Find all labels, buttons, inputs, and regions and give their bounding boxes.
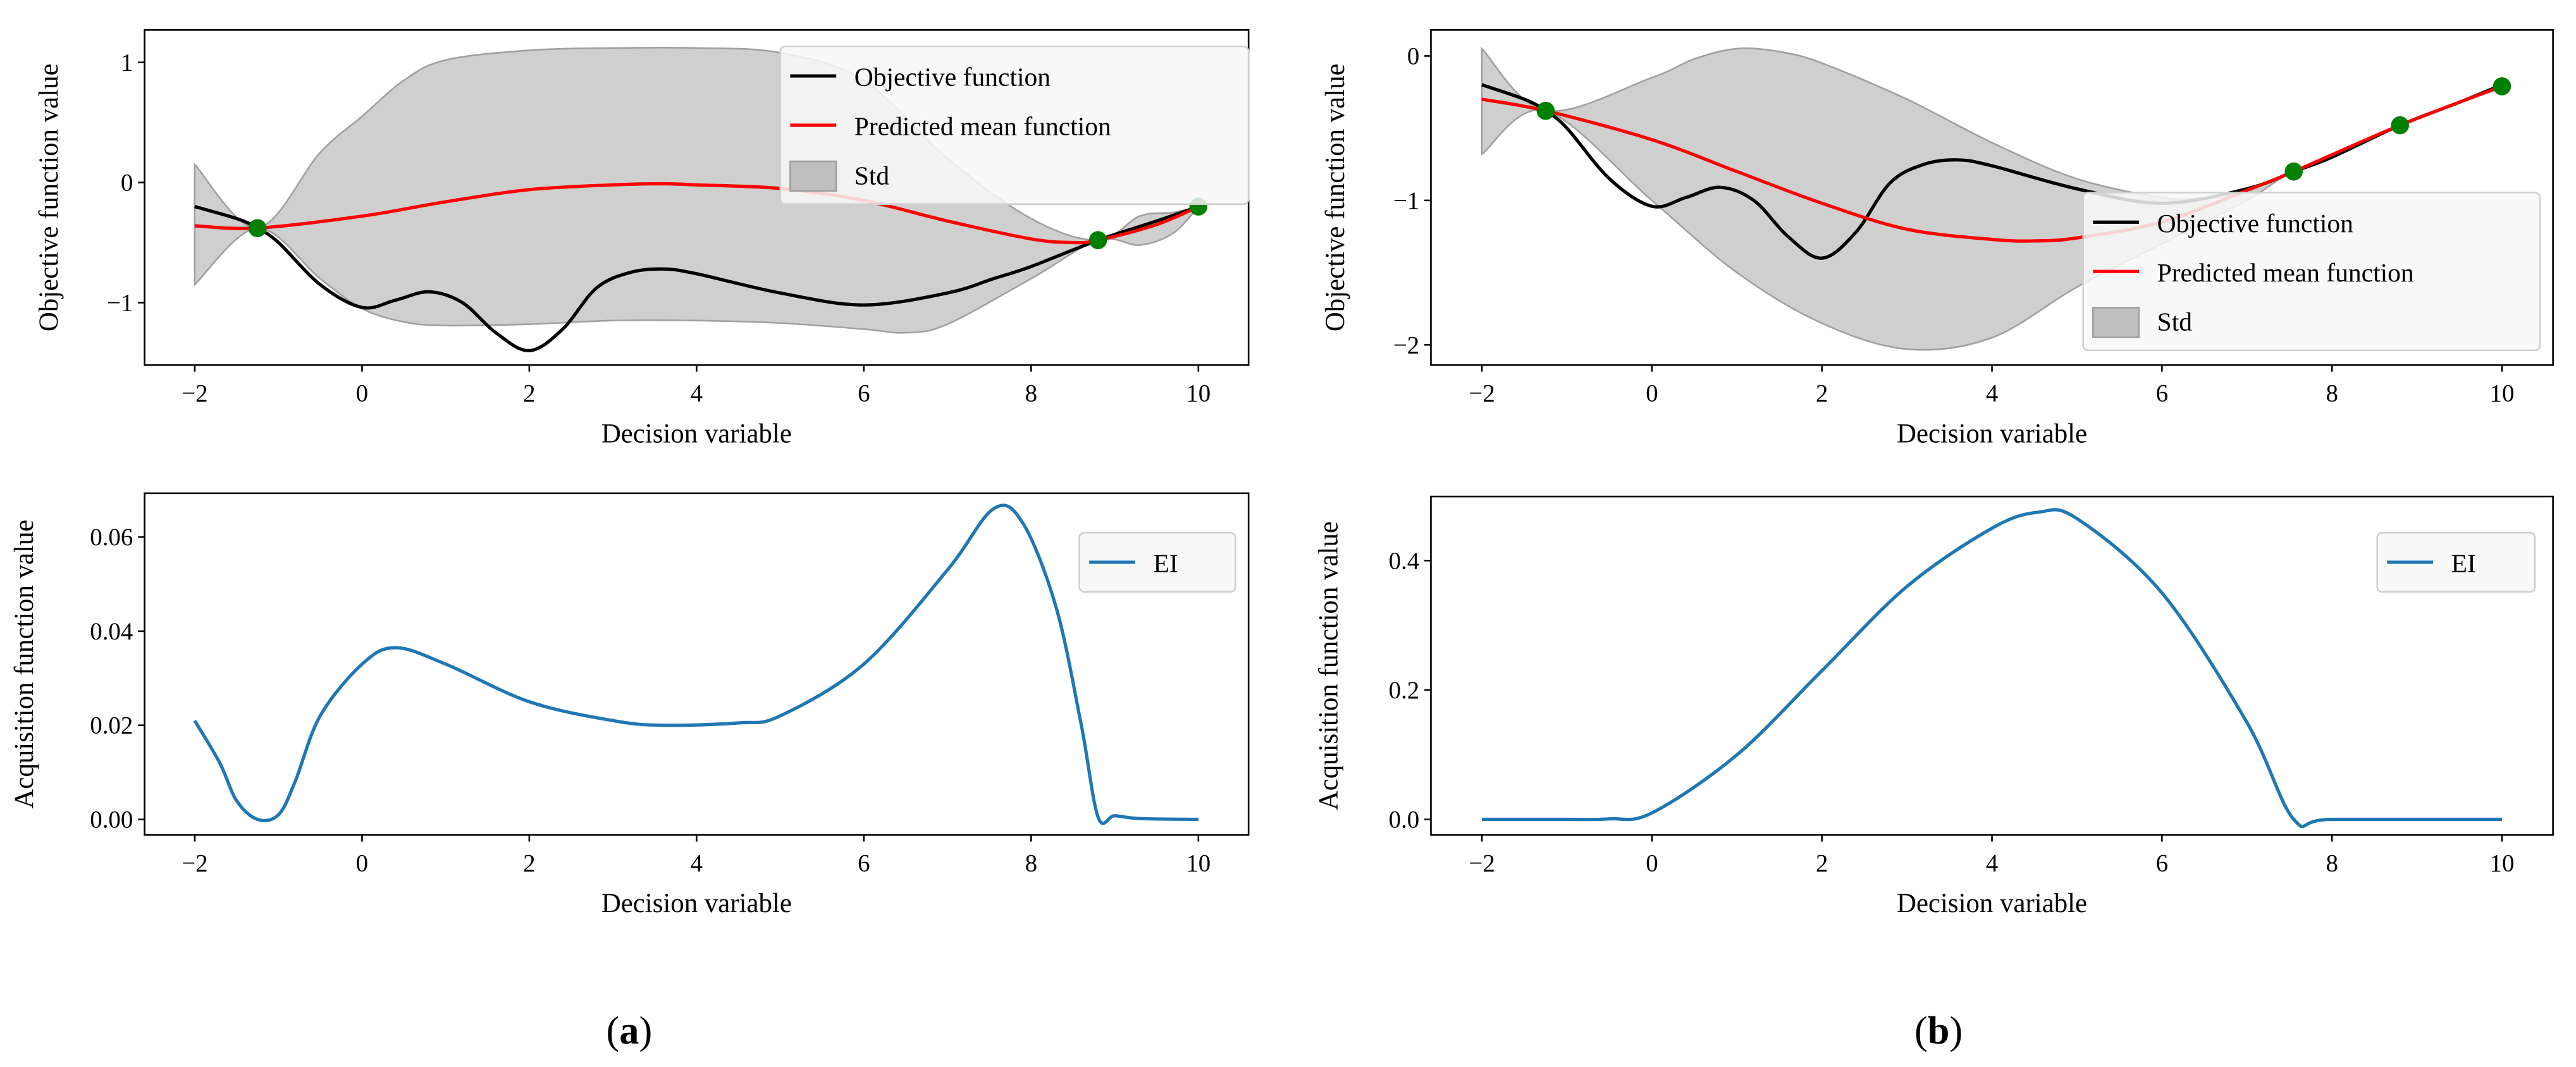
y-tick-label: 1 xyxy=(121,49,133,77)
panel-b-top: −2 0 2 4 6 8 10 −2 −1 0 Decision variable Objective… xyxy=(1321,29,2554,448)
x-tick-label: −2 xyxy=(182,849,207,877)
legend-label: EI xyxy=(1153,549,1178,578)
x-axis-label: Decision variable xyxy=(601,419,792,448)
legend-box xyxy=(2376,531,2536,593)
legend: Objective function Predicted mean functio… xyxy=(2082,192,2541,352)
x-tick-label: −2 xyxy=(1469,379,1494,407)
x-tick-label: 8 xyxy=(2326,849,2338,877)
x-tick-label: 0 xyxy=(1646,379,1658,407)
y-tick-label: 0.2 xyxy=(1389,677,1420,704)
x-tick-label: 6 xyxy=(858,379,870,407)
sample-point xyxy=(2493,77,2511,96)
legend-label: Std xyxy=(854,161,890,190)
panel-b-bottom: −2 0 2 4 6 8 10 0.0 0.2 0.4 Decision variable Acqui… xyxy=(1314,495,2554,918)
legend-box xyxy=(779,46,1250,205)
x-tick-label: 2 xyxy=(1816,849,1828,877)
y-tick-label: −1 xyxy=(107,289,133,316)
y-tick-label: −1 xyxy=(1393,187,1419,214)
sample-point xyxy=(1536,101,1555,120)
legend-label: Objective function xyxy=(854,63,1051,92)
x-tick-label: 0 xyxy=(1646,849,1658,877)
y-axis-label: Objective function value xyxy=(34,63,64,331)
x-tick-label: 10 xyxy=(2490,849,2515,877)
x-tick-label: −2 xyxy=(182,379,207,407)
x-tick-label: 10 xyxy=(2490,379,2515,407)
x-tick-label: −2 xyxy=(1469,849,1494,877)
legend-label: Std xyxy=(2157,307,2193,336)
legend-label: EI xyxy=(2451,549,2476,578)
ei-line xyxy=(193,503,1199,825)
x-tick-label: 2 xyxy=(523,849,535,877)
caption-b: (b) xyxy=(1914,1009,1963,1052)
x-tick-label: 6 xyxy=(2156,379,2168,407)
sample-point xyxy=(2284,162,2303,181)
x-tick-label: 4 xyxy=(691,379,703,407)
legend-label: Objective function xyxy=(2157,209,2354,238)
panel-a-top: −2 0 2 4 6 8 10 −1 0 1 Decision variable Objective … xyxy=(34,29,1250,448)
legend-label: Predicted mean function xyxy=(854,112,1111,141)
legend: EI xyxy=(1078,531,1236,593)
objective-function-line xyxy=(194,205,1199,352)
x-tick-label: 8 xyxy=(1025,379,1037,407)
caption-a: (a) xyxy=(607,1009,653,1052)
x-tick-label: 10 xyxy=(1186,849,1211,877)
x-axis-label: Decision variable xyxy=(1897,889,2087,918)
sample-point xyxy=(1088,231,1107,250)
y-axis-label: Acquisition function value xyxy=(9,519,39,808)
x-axis-label: Decision variable xyxy=(1897,419,2087,448)
y-tick-label: −2 xyxy=(1393,331,1419,359)
legend-std-swatch xyxy=(789,160,837,192)
x-tick-label: 10 xyxy=(1186,379,1211,407)
x-tick-label: 4 xyxy=(1986,849,1998,877)
sample-point xyxy=(2391,116,2409,135)
y-tick-label: 0.0 xyxy=(1389,806,1420,834)
legend: EI xyxy=(2376,531,2536,593)
y-tick-label: 0.02 xyxy=(90,712,133,739)
legend: Objective function Predicted mean functio… xyxy=(779,46,1250,205)
y-tick-label: 0 xyxy=(1407,42,1419,70)
x-tick-label: 8 xyxy=(2326,379,2338,407)
x-tick-label: 2 xyxy=(523,379,535,407)
y-axis-label: Objective function value xyxy=(1321,63,1350,331)
legend-box xyxy=(1078,531,1236,593)
y-tick-label: 0.06 xyxy=(90,524,133,551)
x-tick-label: 8 xyxy=(1025,849,1037,877)
predicted-mean-line xyxy=(194,182,1199,245)
y-tick-label: 0 xyxy=(121,170,133,197)
x-tick-label: 2 xyxy=(1816,379,1828,407)
x-tick-label: 6 xyxy=(858,849,870,877)
x-tick-label: 4 xyxy=(1986,379,1998,407)
legend-label: Predicted mean function xyxy=(2157,258,2414,287)
ei-line xyxy=(1482,508,2503,829)
legend-std-swatch xyxy=(2092,307,2140,338)
x-tick-label: 4 xyxy=(691,849,703,877)
panel-a-bottom: −2 0 2 4 6 8 10 0.00 0.02 0.04 0.06 Decision variab… xyxy=(9,492,1250,918)
legend-box xyxy=(2082,192,2541,352)
x-axis-label: Decision variable xyxy=(601,889,792,918)
y-tick-label: 0.00 xyxy=(90,806,133,834)
y-axis-label: Acquisition function value xyxy=(1314,521,1343,810)
y-tick-label: 0.04 xyxy=(90,618,133,645)
sample-point xyxy=(248,219,267,238)
x-tick-label: 0 xyxy=(356,849,368,877)
y-tick-label: 0.4 xyxy=(1389,547,1420,574)
x-tick-label: 6 xyxy=(2156,849,2168,877)
x-tick-label: 0 xyxy=(356,379,368,407)
